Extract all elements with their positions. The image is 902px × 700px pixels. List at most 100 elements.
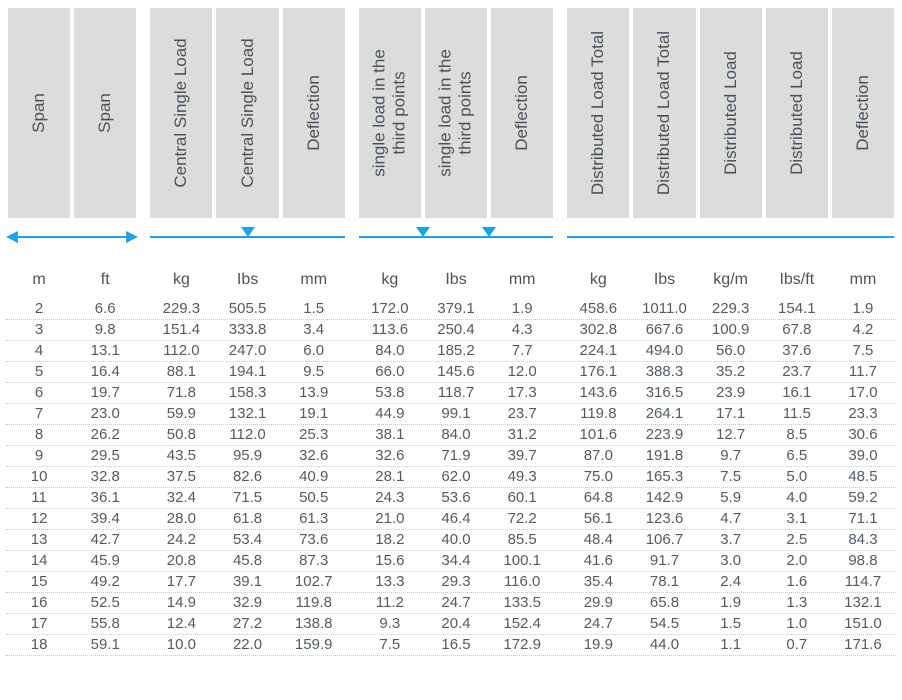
span-arrow-diagram: [6, 227, 138, 247]
data-cell: 41.6: [565, 551, 631, 571]
data-cell: 56.1: [565, 509, 631, 529]
beam-line: [567, 236, 894, 238]
data-cell: 379.1: [423, 299, 489, 319]
data-cell: 3.1: [764, 509, 830, 529]
central-load-diagram: [148, 227, 346, 247]
data-cell: 39.7: [489, 446, 555, 466]
data-cell: 73.6: [281, 530, 347, 550]
data-cell: 194.1: [214, 362, 280, 382]
data-cell: 9: [6, 446, 72, 466]
data-cell: 138.8: [281, 614, 347, 634]
data-cell: 5.0: [764, 467, 830, 487]
header-label: Distributed Load: [787, 51, 807, 175]
data-cell: 95.9: [214, 446, 280, 466]
table-row: 26.6229.3505.51.5172.0379.11.9458.61011.…: [6, 299, 896, 320]
data-cell: 224.1: [565, 341, 631, 361]
data-cell: 4.2: [830, 320, 896, 340]
table-row: 619.771.8158.313.953.8118.717.3143.6316.…: [6, 383, 896, 404]
data-cell: 56.0: [698, 341, 764, 361]
data-cell: 8.5: [764, 425, 830, 445]
unit-label: mm: [281, 268, 347, 291]
data-cell: 24.7: [565, 614, 631, 634]
table-row: 1652.514.932.9119.811.224.7133.529.965.8…: [6, 593, 896, 614]
data-cell: 23.3: [830, 404, 896, 424]
header-label: Deflection: [853, 75, 873, 151]
data-cell: 71.8: [148, 383, 214, 403]
header-cell: Deflection: [832, 8, 894, 218]
data-cell: 3.7: [698, 530, 764, 550]
data-cell: 172.0: [357, 299, 423, 319]
data-cell: 18.2: [357, 530, 423, 550]
data-cell: 458.6: [565, 299, 631, 319]
unit-label: m: [6, 268, 72, 291]
data-cell: 13.3: [357, 572, 423, 592]
data-cell: 316.5: [631, 383, 697, 403]
data-cell: 72.2: [489, 509, 555, 529]
data-cell: 39.0: [830, 446, 896, 466]
data-cell: 494.0: [631, 341, 697, 361]
header-cell: Distributed Load: [766, 8, 828, 218]
data-cell: 20.8: [148, 551, 214, 571]
data-cell: 132.1: [830, 593, 896, 613]
data-cell: 3: [6, 320, 72, 340]
data-cell: 38.1: [357, 425, 423, 445]
header-label: Deflection: [512, 75, 532, 151]
data-cell: 5: [6, 362, 72, 382]
data-cell: 5.9: [698, 488, 764, 508]
header-label: single load in the third points: [369, 49, 410, 177]
unit-label: Ibs/ft: [764, 268, 830, 291]
data-cell: 29.9: [565, 593, 631, 613]
data-cell: 9.3: [357, 614, 423, 634]
data-cell: 98.8: [830, 551, 896, 571]
data-cell: 143.6: [565, 383, 631, 403]
data-cell: 87.0: [565, 446, 631, 466]
beam-line: [359, 236, 553, 238]
data-cell: 9.8: [72, 320, 138, 340]
data-cell: 112.0: [148, 341, 214, 361]
data-cell: 116.0: [489, 572, 555, 592]
data-cell: 11.7: [830, 362, 896, 382]
header-cell: Distributed Load Total: [633, 8, 695, 218]
unit-label: kg: [565, 268, 631, 291]
data-cell: 30.6: [830, 425, 896, 445]
data-cell: 113.6: [357, 320, 423, 340]
data-cell: 12: [6, 509, 72, 529]
data-cell: 36.1: [72, 488, 138, 508]
table-row: 826.250.8112.025.338.184.031.2101.6223.9…: [6, 425, 896, 446]
data-cell: 6: [6, 383, 72, 403]
data-cell: 71.1: [830, 509, 896, 529]
data-cell: 16.4: [72, 362, 138, 382]
data-cell: 6.0: [281, 341, 347, 361]
data-cell: 64.8: [565, 488, 631, 508]
data-cell: 53.8: [357, 383, 423, 403]
data-cell: 20.4: [423, 614, 489, 634]
data-cell: 91.7: [631, 551, 697, 571]
table-row: 1032.837.582.640.928.162.049.375.0165.37…: [6, 467, 896, 488]
data-cell: 23.0: [72, 404, 138, 424]
data-cell: 34.4: [423, 551, 489, 571]
data-cell: 2.0: [764, 551, 830, 571]
data-cell: 19.7: [72, 383, 138, 403]
data-cell: 78.1: [631, 572, 697, 592]
data-cell: 4.0: [764, 488, 830, 508]
load-triangle-icon: [482, 227, 496, 237]
data-cell: 23.7: [489, 404, 555, 424]
data-cell: 1.1: [698, 635, 764, 655]
unit-label: kg/m: [698, 268, 764, 291]
data-cell: 2: [6, 299, 72, 319]
data-cell: 264.1: [631, 404, 697, 424]
data-cell: 172.9: [489, 635, 555, 655]
data-cell: 37.5: [148, 467, 214, 487]
data-cell: 44.0: [631, 635, 697, 655]
load-triangle-icon: [416, 227, 430, 237]
data-cell: 8: [6, 425, 72, 445]
data-cell: 151.0: [830, 614, 896, 634]
data-cell: 1.6: [764, 572, 830, 592]
data-cell: 165.3: [631, 467, 697, 487]
data-cell: 29.3: [423, 572, 489, 592]
data-cell: 106.7: [631, 530, 697, 550]
table-row: 1549.217.739.1102.713.329.3116.035.478.1…: [6, 572, 896, 593]
data-cell: 10: [6, 467, 72, 487]
data-cell: 16.5: [423, 635, 489, 655]
data-cell: 32.4: [148, 488, 214, 508]
